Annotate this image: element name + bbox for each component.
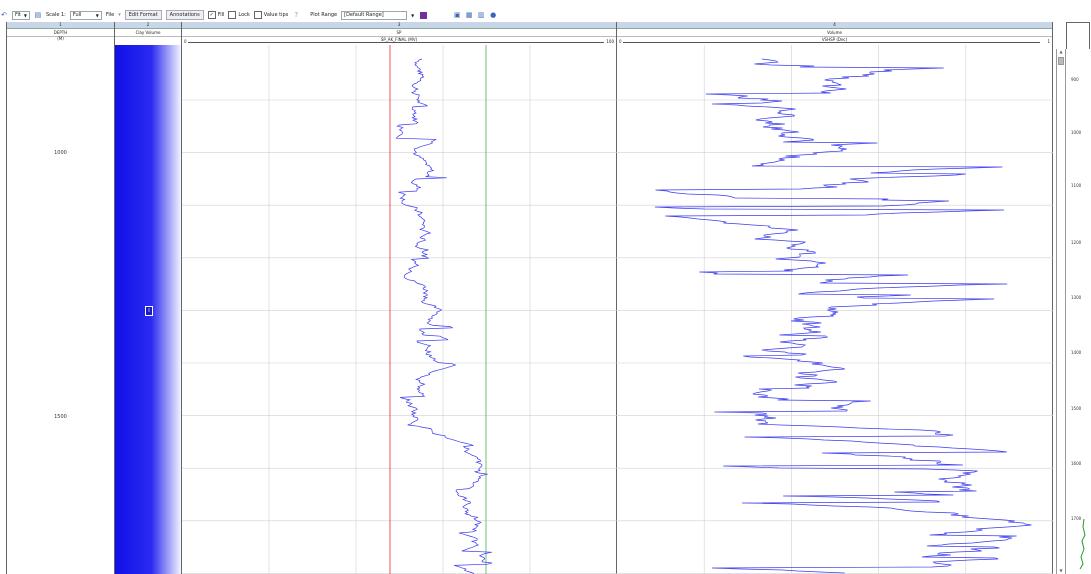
track-unit: (M) bbox=[57, 36, 64, 41]
color-swatch-icon[interactable] bbox=[420, 11, 428, 19]
undo-icon[interactable]: ↶ bbox=[1, 11, 7, 19]
scale-value: Full bbox=[72, 12, 82, 18]
fill-label: Fill bbox=[217, 12, 225, 18]
scale-max: 1 bbox=[1047, 39, 1050, 44]
track-header-sp[interactable]: 3 SP 0 SP_AK_FINAL (MV) 100 bbox=[182, 22, 617, 45]
scale-min: 0 bbox=[184, 39, 187, 44]
clay-volume-track: I bbox=[115, 45, 182, 574]
scroll-down-icon[interactable]: ▼ bbox=[1059, 568, 1063, 573]
fit-label: Fit bbox=[15, 12, 21, 18]
vshsp-plot bbox=[617, 45, 1053, 574]
curve-scale: 0 VSHSP (Dec) 1 bbox=[617, 37, 1052, 46]
overview-depth-label: 1000 bbox=[1071, 130, 1082, 135]
chevron-down-icon: ▼ bbox=[23, 12, 27, 18]
track-name: SP bbox=[182, 29, 616, 37]
track-number: 4 bbox=[617, 22, 1052, 29]
overview-depth-label: 1300 bbox=[1071, 295, 1082, 300]
vshsp-curve bbox=[654, 58, 1032, 574]
sp-plot bbox=[182, 45, 617, 574]
grid-icon[interactable]: ▦ bbox=[465, 11, 473, 19]
sp-curve bbox=[395, 58, 493, 574]
toolbar: ↶ Fit ▼ ▤ Scale 1: Full ▼ File ▾ Edit Form… bbox=[0, 8, 1091, 22]
scale-select[interactable]: Full ▼ bbox=[69, 10, 102, 20]
vertical-scrollbar[interactable]: ▲ ▼ bbox=[1056, 49, 1066, 574]
scale-rule bbox=[188, 42, 604, 43]
help-icon[interactable]: ? bbox=[294, 11, 299, 19]
overview-depth-label: 1100 bbox=[1071, 183, 1082, 188]
fill-check-icon: ✓ bbox=[207, 11, 216, 19]
settings-icon[interactable]: ● bbox=[490, 11, 497, 19]
lock-check-box bbox=[228, 11, 237, 19]
plot-range-select[interactable]: [Default Range] bbox=[341, 10, 408, 20]
depth-track: 1000 1500 bbox=[6, 45, 115, 574]
overview-depth-label: 1600 bbox=[1071, 461, 1082, 466]
annotations-button[interactable]: Annotations bbox=[165, 10, 204, 20]
print-icon[interactable]: ▤ bbox=[34, 11, 42, 19]
track-header-depth[interactable]: 1 DEPTH (M) bbox=[6, 22, 115, 45]
scroll-up-icon[interactable]: ▲ bbox=[1059, 49, 1063, 54]
sp-track bbox=[182, 45, 617, 574]
edit-format-button[interactable]: Edit Format bbox=[124, 10, 162, 20]
layout-icon[interactable]: ▣ bbox=[453, 11, 461, 19]
curve-name: SP_AK_FINAL (MV) bbox=[380, 37, 418, 42]
scale-rule bbox=[623, 42, 1040, 43]
track-name: Volume bbox=[617, 29, 1052, 37]
lock-checkbox[interactable]: Lock bbox=[228, 11, 250, 19]
depth-label: 1000 bbox=[54, 150, 67, 156]
lock-label: Lock bbox=[238, 12, 250, 18]
chevron-down-icon: ▼ bbox=[95, 12, 99, 18]
chevron-down-icon[interactable]: ▼ bbox=[411, 12, 415, 18]
overview-depth-label: 1400 bbox=[1071, 350, 1082, 355]
fill-checkbox[interactable]: ✓ Fill bbox=[207, 11, 225, 19]
right-axis-header bbox=[1066, 22, 1090, 49]
track-number: 1 bbox=[7, 22, 114, 29]
track-header-clay-volume[interactable]: 2 Clay Volume bbox=[115, 22, 182, 45]
plot-range-value: [Default Range] bbox=[344, 12, 384, 18]
track-number: 3 bbox=[182, 22, 616, 29]
plot-range-label: Plot Range bbox=[310, 12, 338, 18]
overview-depth-label: 1500 bbox=[1071, 406, 1082, 411]
track-name: Clay Volume bbox=[115, 29, 181, 37]
curve-name: VSHSP (Dec) bbox=[821, 37, 848, 42]
track-header-volume[interactable]: 4 Volume 0 VSHSP (Dec) 1 bbox=[617, 22, 1053, 45]
value-tips-checkbox[interactable]: Value tips bbox=[253, 11, 289, 19]
overview-curve bbox=[1079, 518, 1086, 570]
fit-combo[interactable]: Fit ▼ bbox=[12, 10, 30, 20]
clay-volume-marker[interactable]: I bbox=[145, 306, 153, 316]
file-menu[interactable]: File bbox=[105, 12, 115, 18]
value-tips-label: Value tips bbox=[263, 12, 289, 18]
scale-min: 0 bbox=[619, 39, 622, 44]
scale-label: Scale 1: bbox=[45, 12, 66, 18]
overview-depth-label: 1200 bbox=[1071, 240, 1082, 245]
volume-track bbox=[617, 45, 1053, 574]
overview-depth-label: 900 bbox=[1071, 77, 1079, 82]
chart-icon[interactable]: ▥ bbox=[477, 11, 485, 19]
track-number: 2 bbox=[115, 22, 181, 29]
curve-scale: 0 SP_AK_FINAL (MV) 100 bbox=[182, 37, 616, 46]
value-tips-check-box bbox=[253, 11, 262, 19]
overview-axis: 900 1000 1100 1200 1300 1400 1500 1600 1… bbox=[1066, 49, 1091, 574]
track-name: DEPTH bbox=[7, 29, 114, 37]
file-dropdown-icon[interactable]: ▾ bbox=[118, 12, 121, 18]
overview-depth-label: 1700 bbox=[1071, 516, 1082, 521]
scroll-thumb[interactable] bbox=[1058, 57, 1064, 65]
scale-max: 100 bbox=[606, 39, 614, 44]
depth-label: 1500 bbox=[54, 414, 67, 420]
